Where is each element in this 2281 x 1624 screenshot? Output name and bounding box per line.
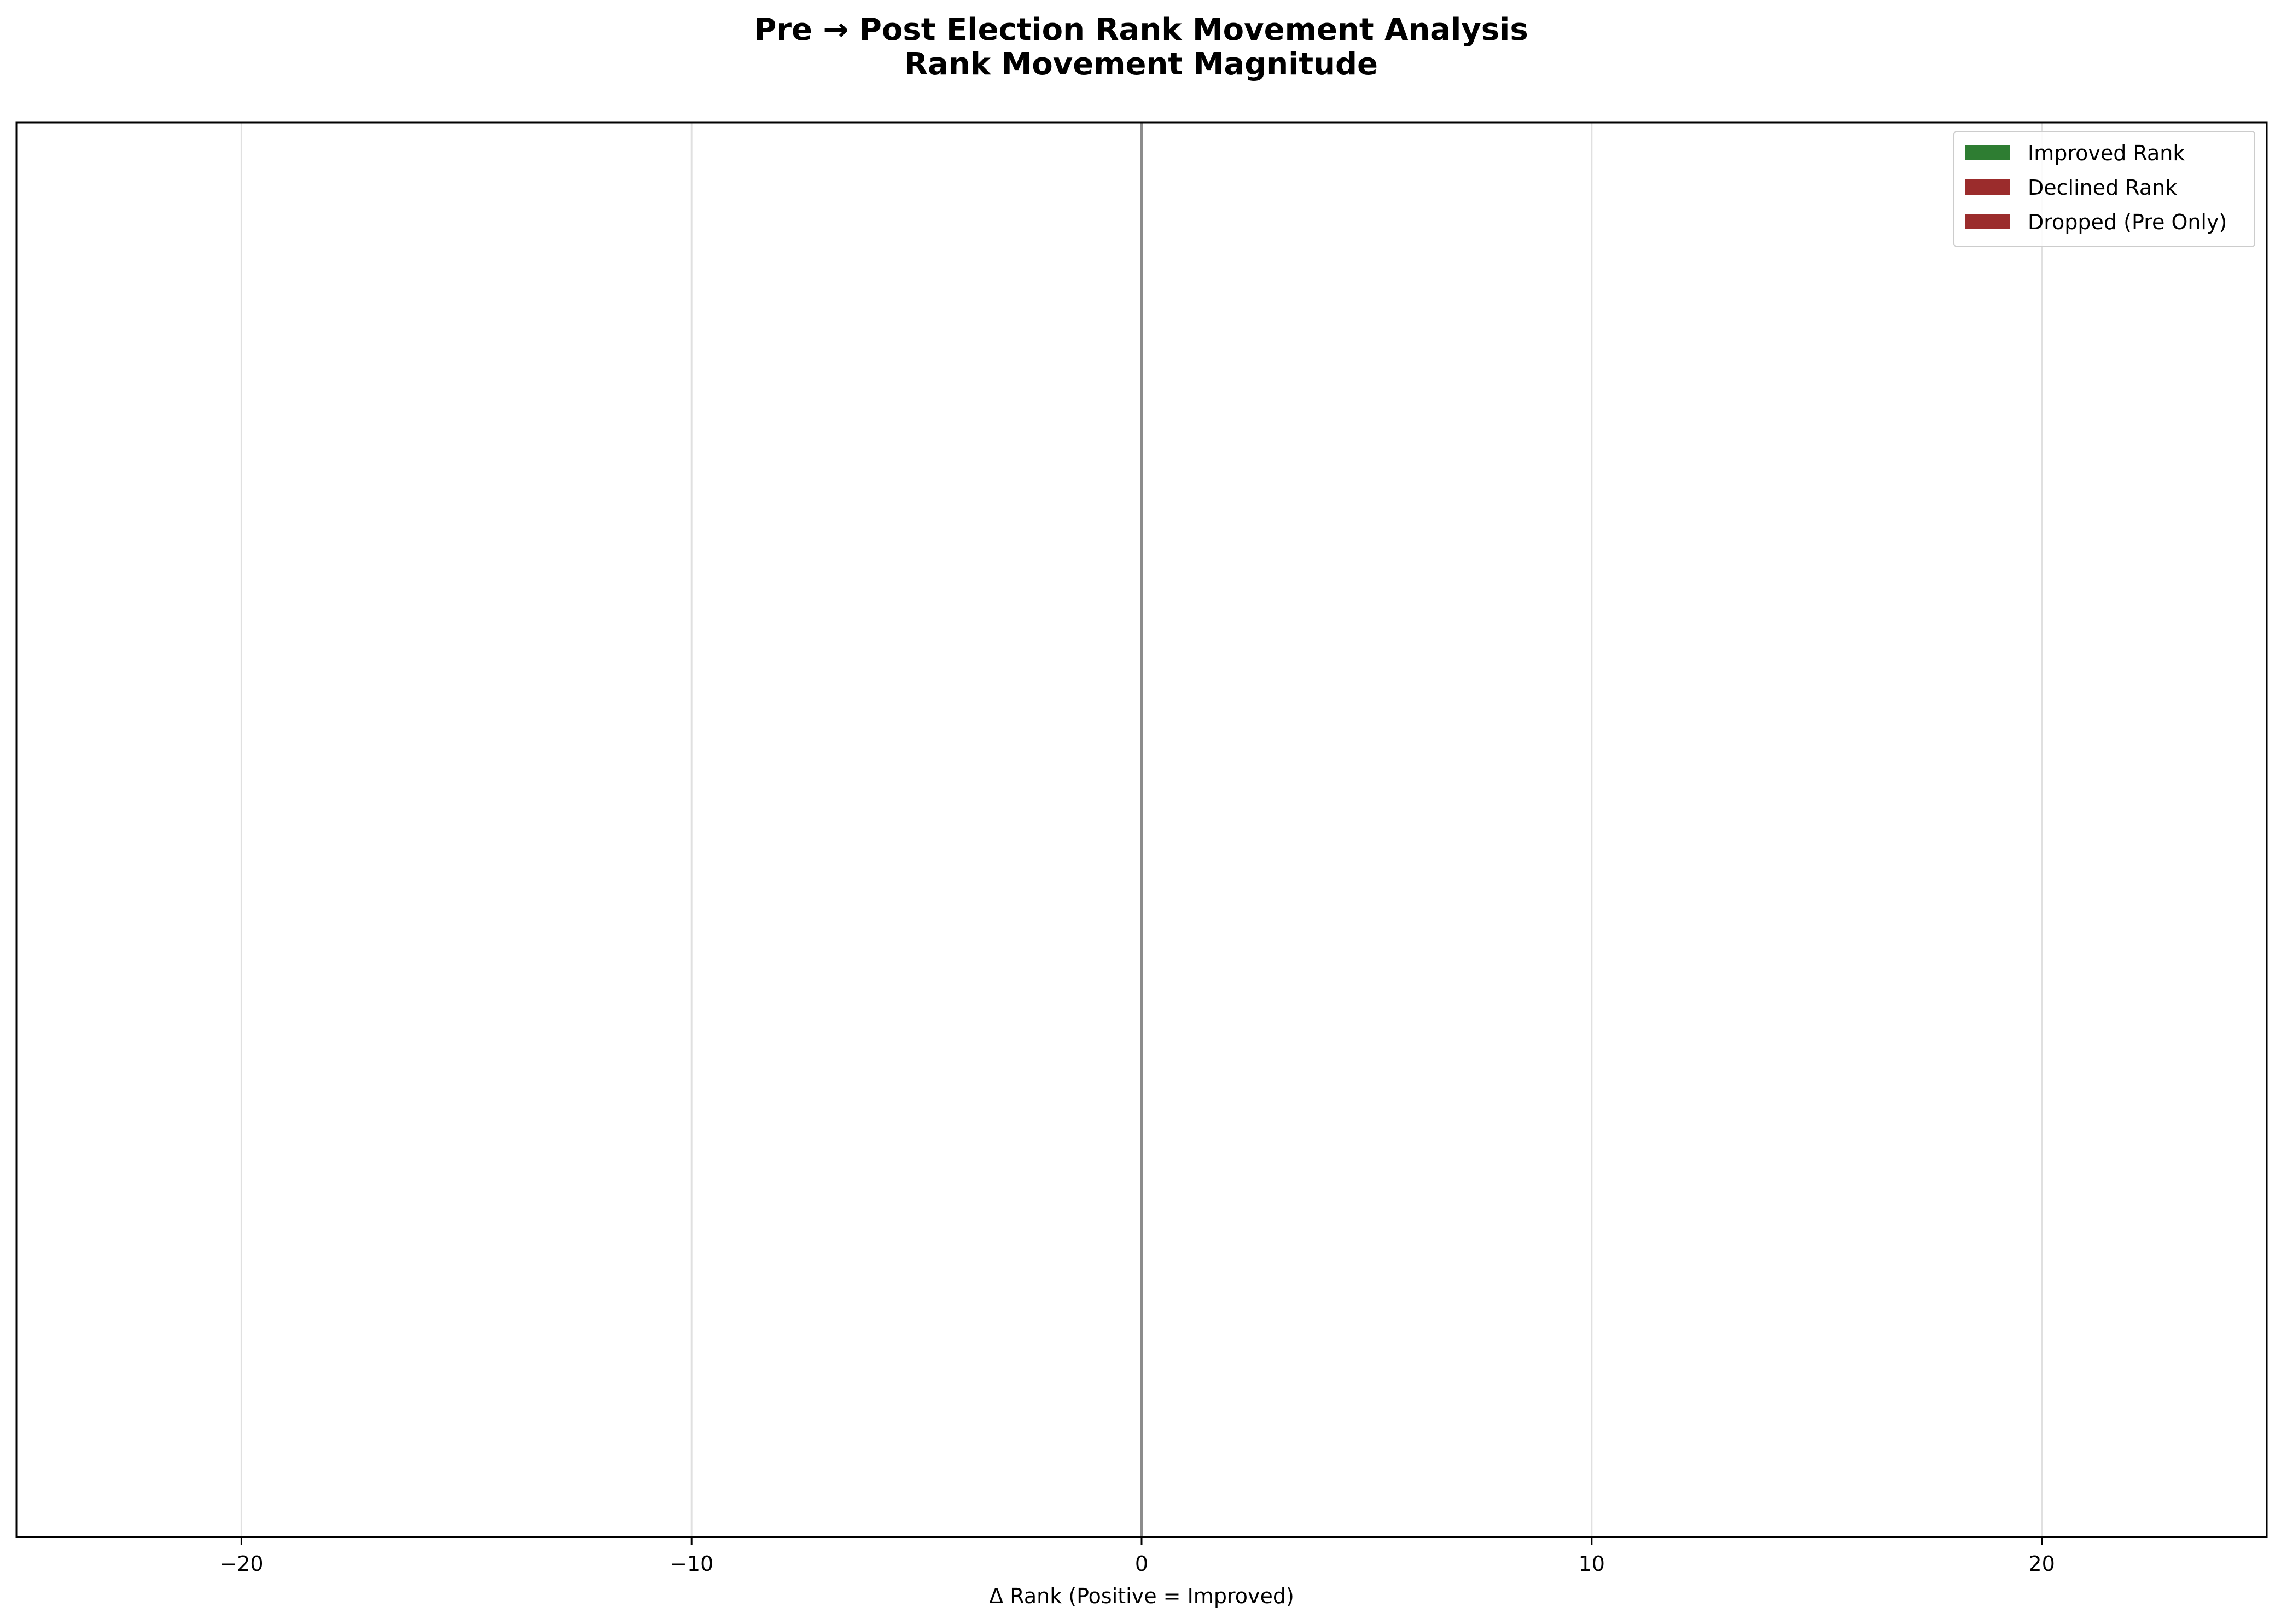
legend-label: Improved Rank xyxy=(2028,141,2185,165)
x-tick-label: −20 xyxy=(219,1552,263,1576)
chart-title: Pre → Post Election Rank Movement Analys… xyxy=(754,12,1528,48)
chart-subtitle: Rank Movement Magnitude xyxy=(904,46,1378,82)
x-tick-label: −10 xyxy=(670,1552,713,1576)
legend-swatch xyxy=(1965,179,2010,195)
legend-label: Dropped (Pre Only) xyxy=(2028,210,2227,234)
x-tick-label: 10 xyxy=(1579,1552,1605,1576)
x-axis-label: Δ Rank (Positive = Improved) xyxy=(989,1584,1294,1608)
legend: Improved Rank Declined Rank Dropped (Pre O… xyxy=(1954,131,2255,247)
x-tick-label: 0 xyxy=(1135,1552,1148,1576)
x-tick-label: 20 xyxy=(2028,1552,2055,1576)
legend-swatch xyxy=(1965,145,2010,160)
x-axis-ticks: −20 −10 0 10 20 xyxy=(219,1537,2055,1576)
legend-swatch xyxy=(1965,214,2010,229)
legend-label: Declined Rank xyxy=(2028,176,2177,200)
